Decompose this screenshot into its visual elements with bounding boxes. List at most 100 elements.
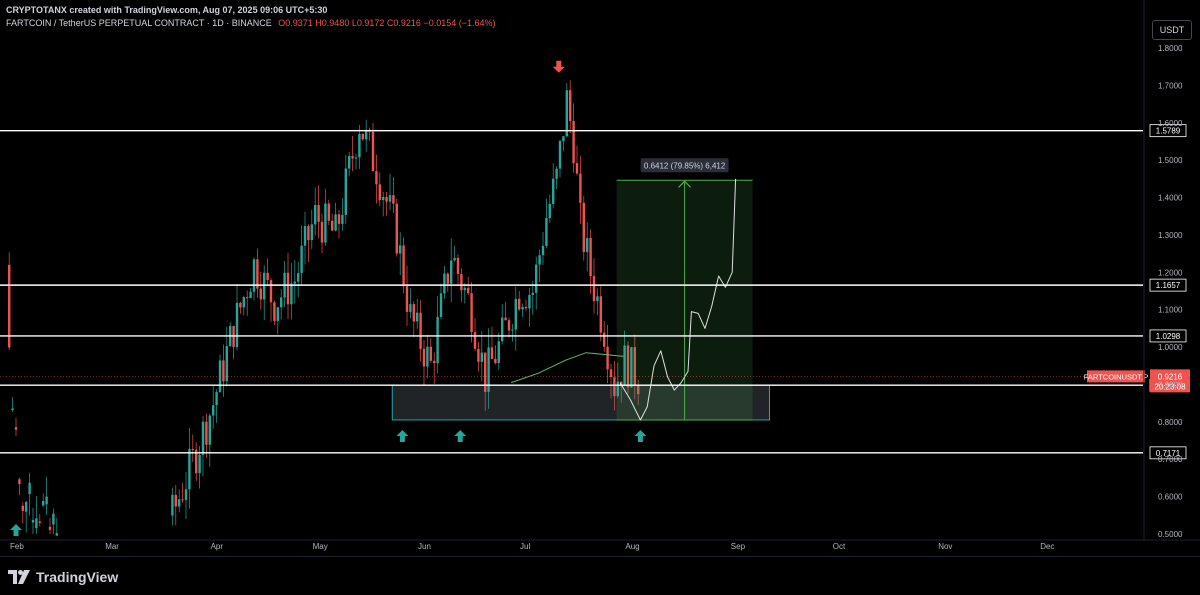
candle-body: [178, 499, 181, 507]
price-tick-label: 0.6000: [1158, 493, 1183, 502]
footer: TradingView: [0, 556, 1200, 595]
candle-body: [290, 283, 293, 305]
candle-body: [293, 281, 296, 284]
candle-body: [524, 306, 528, 309]
candle-body: [171, 494, 174, 516]
last-price-label: 0.9216: [1158, 372, 1183, 381]
candle-body: [246, 297, 249, 299]
candle-body: [300, 245, 303, 273]
countdown-label: 20:23:08: [1154, 382, 1186, 391]
candle-body: [497, 341, 500, 364]
time-tick-label: Dec: [1040, 542, 1054, 551]
candle-body: [28, 482, 31, 495]
candle-body: [382, 197, 385, 200]
candle-body: [616, 381, 619, 397]
candle-body: [399, 245, 402, 254]
created-by-text: CRYPTOTANX created with TradingView.com,…: [6, 5, 328, 15]
candle-body: [477, 348, 480, 362]
time-axis[interactable]: Feb Mar Apr May Jun Jul Aug Sep Oct Nov Dec: [10, 542, 1054, 551]
candle-body: [266, 272, 269, 281]
high-value: H0.9480: [315, 18, 350, 28]
candle-body: [419, 312, 422, 349]
candle-body: [55, 533, 58, 536]
candle-body: [280, 297, 283, 308]
candle-body: [480, 352, 483, 362]
level-label: 1.0298: [1156, 332, 1181, 341]
projection-path: [619, 178, 737, 421]
candle-body: [195, 449, 198, 474]
candle-body: [181, 499, 184, 501]
candle-body: [354, 157, 358, 159]
candle-body: [25, 501, 28, 512]
candle-body: [606, 346, 609, 370]
candle-body: [484, 352, 487, 392]
support-zone[interactable]: [391, 384, 771, 421]
time-tick-label: Apr: [211, 542, 224, 551]
time-tick-label: Nov: [938, 542, 952, 551]
price-axis[interactable]: 1.8000 1.7000 1.6000 1.5000 1.4000 1.3000 1.20…: [0, 0, 1200, 541]
candle-body: [310, 224, 313, 241]
candle-body: [426, 346, 429, 367]
candle-body: [569, 90, 572, 122]
candle-body: [572, 121, 575, 164]
tradingview-logo[interactable]: TradingView: [8, 569, 118, 585]
candle-body: [439, 293, 443, 317]
candle-body: [446, 273, 449, 284]
candle-body: [174, 494, 177, 507]
arrow-down-icon: [552, 60, 565, 73]
arrow-up-icon: [396, 430, 409, 442]
candle-body: [473, 332, 477, 349]
candle-body: [633, 347, 636, 386]
overlay-layer: 0.6412 (79.85%) 6,412 1.5789 1.1657 1.0298 0…: [0, 60, 1190, 536]
price-tick-label: 1.0000: [1158, 343, 1183, 352]
candle-body: [52, 513, 55, 525]
candle-body: [215, 392, 218, 406]
price-tick-label: 0.8000: [1158, 418, 1183, 427]
candle-body: [494, 358, 497, 364]
candle-body: [212, 405, 215, 416]
candle-body: [630, 347, 633, 388]
time-tick-label: Feb: [10, 542, 24, 551]
candle-body: [31, 520, 35, 523]
candle-body: [361, 133, 364, 140]
candle-body: [48, 526, 52, 530]
candle-body: [575, 163, 579, 174]
level-label-box: [1149, 329, 1187, 343]
candle-body: [565, 90, 568, 137]
price-chart[interactable]: 0.6412 (79.85%) 6,412 1.5789 1.1657 1.0298 0…: [0, 0, 1200, 556]
candle-body: [429, 346, 432, 361]
measure-label: 0.6412 (79.85%) 6,412: [644, 161, 726, 170]
candle-body: [579, 173, 582, 203]
price-tick-label: 1.4000: [1158, 194, 1183, 203]
time-tick-label: Oct: [833, 542, 846, 551]
symbol-title[interactable]: FARTCOIN / TetherUS PERPETUAL CONTRACT ·…: [6, 18, 272, 28]
candle-body: [514, 298, 517, 330]
candle-body: [395, 203, 398, 254]
candle-body: [208, 415, 211, 445]
candle-body: [592, 276, 596, 302]
candle-body: [341, 214, 344, 224]
last-price-box: [1150, 369, 1190, 393]
candle-body: [198, 454, 201, 474]
currency-badge[interactable]: USDT: [1152, 20, 1192, 40]
candle-body: [191, 448, 194, 450]
candle-body: [239, 302, 242, 308]
symbol-tag: FARTCOINUSDT.P: [1084, 372, 1148, 381]
price-tick-label: 1.7000: [1158, 81, 1183, 90]
candle-body: [538, 255, 541, 265]
price-tick-label: 0.9000: [1158, 380, 1183, 389]
change-value: −0.0154 (−1.64%): [423, 18, 496, 28]
candle-body: [562, 136, 565, 142]
candle-body: [599, 296, 602, 333]
level-label-box: [1149, 124, 1187, 138]
candle-body: [501, 317, 504, 342]
candle-body: [456, 257, 460, 274]
currency-label: USDT: [1159, 25, 1185, 35]
level-label: 1.5789: [1156, 127, 1181, 136]
candle-body: [392, 195, 395, 204]
arrow-up-icon: [634, 430, 647, 442]
candle-body: [531, 292, 534, 295]
candle-body: [545, 218, 548, 246]
candle-body: [626, 345, 630, 388]
candle-body: [528, 294, 531, 309]
